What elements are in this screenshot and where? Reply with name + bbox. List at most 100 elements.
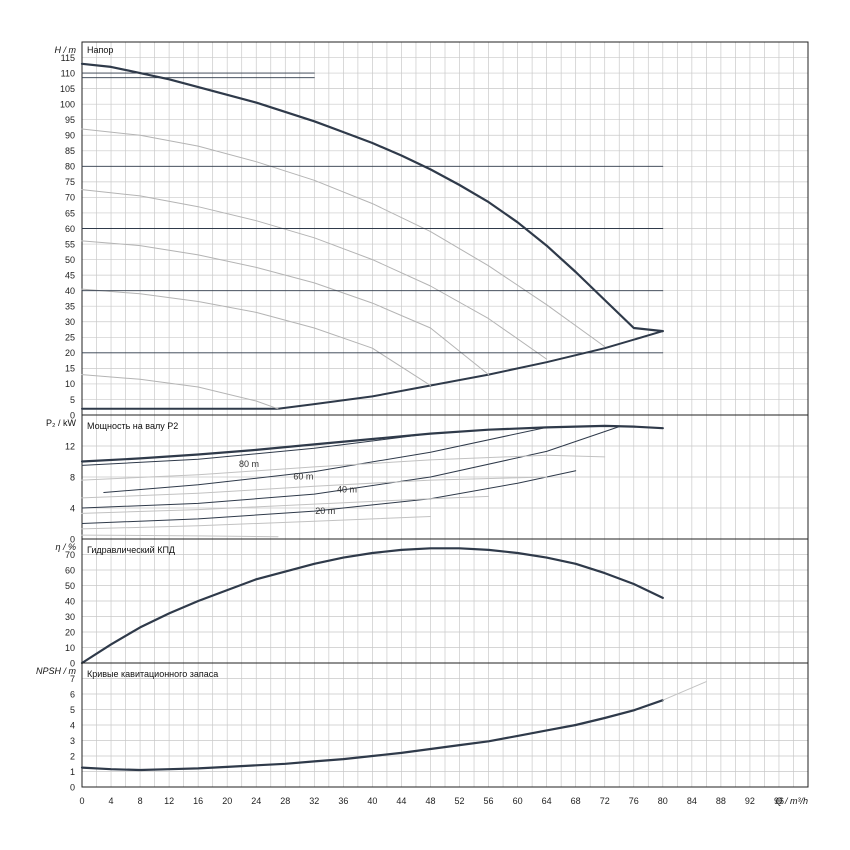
head-y-tick-label: 40 [65,286,75,296]
head-y-tick-label: 25 [65,333,75,343]
head-y-tick-label: 15 [65,364,75,374]
power-curve-gray [81,516,431,530]
efficiency-y-axis-label: η / % [55,542,76,552]
x-tick-label: 40 [367,796,377,806]
head-y-tick-label: 55 [65,239,75,249]
power-curves: 80 m 60 m 40 m 20 m [80,424,664,538]
efficiency-panel-title: Гидравлический КПД [87,545,175,555]
x-tick-label: 32 [309,796,319,806]
power-curve-label: 80 m [239,459,259,469]
head-y-tick-label: 0 [70,410,75,420]
efficiency-curves [80,547,664,665]
head-y-tick-label: 50 [65,255,75,265]
head-y-tick-label: 65 [65,208,75,218]
efficiency-curve-max [80,547,664,665]
x-tick-label: 76 [629,796,639,806]
x-axis-label: Q / m³/h [775,796,808,806]
x-tick-label: 96 [774,796,784,806]
efficiency-y-tick-label: 40 [65,596,75,606]
x-tick-label: 48 [425,796,435,806]
power-curve-max [80,424,664,463]
power-curve-sys [103,426,548,493]
x-tick-label: 52 [455,796,465,806]
npsh-y-tick-label: 2 [70,751,75,761]
head-y-tick-label: 90 [65,131,75,141]
panel-npsh: 0 1 2 3 4 5 6 7 Кривые кавитационного запаса NP… [36,662,809,792]
x-tick-label: 60 [513,796,523,806]
power-curve-label: 20 m [315,506,335,516]
x-tick-label: 72 [600,796,610,806]
npsh-y-tick-label: 5 [70,705,75,715]
head-y-tick-label: 95 [65,115,75,125]
npsh-panel-title: Кривые кавитационного запаса [87,669,218,679]
panel-efficiency: 0 10 20 30 40 50 60 70 Гидравлический КПД η / % [55,538,809,668]
npsh-y-tick-label: 3 [70,736,75,746]
power-curve-label: 60 m [293,471,313,481]
panel-head: 0 5 10 15 20 25 30 35 40 45 50 55 60 65 70 75 80 85 90 95 10… [55,41,809,420]
x-tick-label: 28 [280,796,290,806]
head-curve-max [80,62,664,333]
power-curve-label: 40 m [337,485,357,495]
head-y-tick-label: 80 [65,162,75,172]
head-y-tick-label: 5 [70,395,75,405]
npsh-y-tick-label: 0 [70,782,75,792]
x-tick-label: 12 [164,796,174,806]
power-curve-gray [81,476,548,499]
x-tick-label: 16 [193,796,203,806]
npsh-grid: 0 1 2 3 4 5 6 7 [70,662,809,792]
panel-power: 0 4 8 12 80 m 60 m 40 m 20 m Мощность на валу … [46,414,809,544]
head-y-tick-label: 100 [60,99,75,109]
x-tick-label: 8 [138,796,143,806]
npsh-y-tick-label: 1 [70,767,75,777]
head-curve-speed [81,128,606,348]
npsh-y-tick-label: 4 [70,720,75,730]
head-y-tick-label: 85 [65,146,75,156]
head-curve-speed [81,288,431,386]
efficiency-y-tick-label: 0 [70,658,75,668]
efficiency-y-tick-label: 10 [65,643,75,653]
efficiency-y-tick-label: 30 [65,612,75,622]
head-y-tick-label: 35 [65,302,75,312]
power-y-tick-label: 4 [70,503,75,513]
x-tick-label: 92 [745,796,755,806]
efficiency-y-tick-label: 50 [65,581,75,591]
power-panel-title: Мощность на валу P2 [87,421,178,431]
npsh-y-tick-label: 7 [70,674,75,684]
head-y-tick-label: 75 [65,177,75,187]
x-tick-label: 0 [79,796,84,806]
x-tick-label: 20 [222,796,232,806]
power-curve-sys [81,426,620,509]
head-y-tick-label: 60 [65,224,75,234]
head-panel-title: Напор [87,45,113,55]
head-curve-speed [81,240,490,376]
x-tick-label: 24 [251,796,261,806]
head-y-tick-label: 45 [65,270,75,280]
power-curve-gray [81,534,279,538]
x-axis: 0 4 8 12 16 20 24 28 32 36 40 44 48 52 56 60 64 68 72 76 80 8… [79,796,808,806]
x-tick-labels: 0 4 8 12 16 20 24 28 32 36 40 44 48 52 56 60 64 68 72 76 80 8… [79,796,783,806]
x-tick-label: 84 [687,796,697,806]
x-tick-label: 4 [109,796,114,806]
power-y-tick-label: 12 [65,441,75,451]
efficiency-y-tick-label: 60 [65,565,75,575]
head-grid: 0 5 10 15 20 25 30 35 40 45 50 55 60 65 70 75 80 85 90 95 10… [60,41,809,420]
x-tick-label: 88 [716,796,726,806]
head-y-tick-label: 105 [60,84,75,94]
head-y-tick-label: 110 [61,68,75,78]
power-curve-gray [81,454,606,481]
power-curve-sys [81,433,431,466]
head-y-axis-label: H / m [55,45,77,55]
npsh-curve-max [80,699,664,772]
head-y-tick-label: 30 [65,317,75,327]
head-y-tick-label: 20 [65,348,75,358]
x-tick-label: 44 [396,796,406,806]
power-y-tick-label: 0 [70,534,75,544]
x-tick-label: 80 [658,796,668,806]
head-curve-speed [81,374,279,410]
power-curve-gray [81,495,490,514]
x-tick-label: 64 [542,796,552,806]
x-tick-label: 56 [484,796,494,806]
power-grid: 0 4 8 12 [65,414,809,544]
npsh-curve-gray [662,681,707,701]
